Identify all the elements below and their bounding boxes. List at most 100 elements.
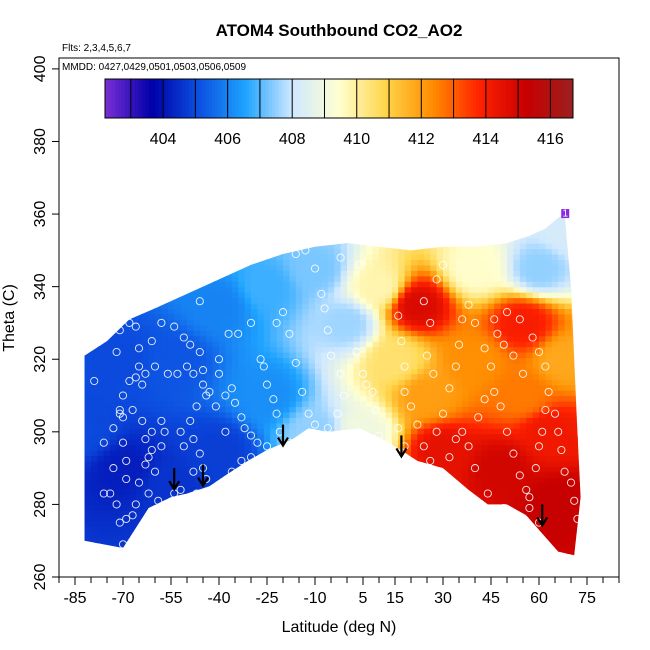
heatmap-cell [519, 308, 527, 315]
heatmap-cell [385, 526, 393, 533]
heatmap-cell [430, 509, 438, 516]
heatmap-cell [206, 439, 214, 446]
heatmap-cell [404, 384, 412, 391]
heatmap-cell [430, 559, 437, 565]
heatmap-cell [539, 237, 546, 244]
heatmap-cell [193, 531, 201, 538]
heatmap-cell [494, 488, 502, 495]
heatmap-cell [155, 482, 162, 489]
heatmap-cell [462, 324, 470, 331]
heatmap-cell [219, 379, 226, 386]
heatmap-cell [366, 559, 373, 565]
heatmap-cell [359, 324, 367, 331]
heatmap-cell [161, 237, 169, 244]
heatmap-cell [539, 553, 546, 556]
heatmap-cell [289, 428, 297, 435]
heatmap-cell [155, 275, 162, 282]
heatmap-cell [174, 547, 182, 555]
heatmap-cell [167, 400, 175, 408]
heatmap-cell [398, 515, 406, 522]
heatmap-cell [84, 400, 86, 408]
heatmap-cell [251, 243, 258, 250]
heatmap-cell [91, 335, 98, 342]
heatmap-cell [238, 259, 246, 266]
heatmap-cell [238, 275, 246, 282]
heatmap-cell [238, 509, 246, 516]
heatmap-cell [462, 559, 469, 565]
heatmap-cell [212, 330, 220, 337]
heatmap-cell [347, 520, 354, 527]
heatmap-cell [231, 433, 239, 440]
heatmap-cell [251, 422, 258, 429]
heatmap-cell [436, 547, 444, 555]
heatmap-cell [283, 253, 290, 261]
heatmap-cell [309, 564, 316, 570]
heatmap-cell [174, 471, 182, 478]
heatmap-cell [334, 531, 342, 538]
heatmap-cell [359, 537, 367, 544]
heatmap-cell [295, 504, 303, 511]
heatmap-cell [129, 482, 137, 489]
heatmap-cell [449, 509, 457, 516]
heatmap-cell [244, 297, 252, 304]
heatmap-cell [468, 422, 476, 429]
heatmap-cell [142, 232, 150, 239]
heatmap-cell [391, 214, 399, 217]
heatmap-cell [270, 281, 278, 288]
heatmap-cell [91, 531, 98, 538]
heatmap-cell [507, 509, 514, 516]
heatmap-cell [443, 444, 450, 451]
heatmap-cell [180, 292, 188, 299]
heatmap-cell [231, 390, 239, 397]
heatmap-cell [315, 253, 322, 261]
heatmap-cell [174, 477, 182, 484]
heatmap-cell [91, 237, 98, 244]
heatmap-cell [97, 379, 105, 386]
heatmap-cell [84, 482, 86, 489]
heatmap-cell [225, 406, 233, 413]
heatmap-cell [411, 384, 418, 391]
heatmap-cell [423, 509, 431, 516]
heatmap-cell [180, 417, 188, 424]
heatmap-cell [206, 308, 214, 315]
heatmap-cell [225, 417, 233, 424]
heatmap-cell [199, 379, 207, 386]
heatmap-cell [238, 428, 246, 435]
heatmap-cell [135, 335, 143, 342]
heatmap-cell [315, 259, 322, 266]
heatmap-cell [295, 232, 303, 239]
heatmap-cell [142, 379, 150, 386]
heatmap-cell [455, 417, 463, 424]
heatmap-cell [174, 341, 182, 348]
heatmap-cell [526, 455, 534, 462]
heatmap-cell [270, 379, 278, 386]
heatmap-cell [84, 531, 86, 538]
heatmap-cell [404, 270, 412, 277]
heatmap-cell [116, 221, 124, 228]
heatmap-cell [526, 482, 534, 489]
heatmap-cell [475, 406, 482, 413]
heatmap-cell [148, 259, 156, 266]
heatmap-cell [449, 243, 457, 250]
heatmap-cell [379, 406, 386, 413]
heatmap-cell [360, 559, 367, 565]
heatmap-cell [507, 488, 514, 495]
heatmap-cell [475, 509, 482, 516]
heatmap-cell [366, 214, 374, 217]
heatmap-cell [263, 400, 271, 408]
heatmap-cell [72, 336, 79, 342]
heatmap-cell [244, 319, 252, 326]
heatmap-cell [276, 509, 284, 516]
heatmap-cell [513, 221, 521, 228]
heatmap-cell [513, 335, 521, 342]
heatmap-cell [449, 417, 457, 424]
heatmap-cell [321, 477, 329, 484]
heatmap-cell [110, 488, 118, 495]
heatmap-cell [539, 313, 546, 320]
heatmap-cell [533, 205, 540, 211]
heatmap-cell [135, 221, 143, 228]
heatmap-cell [225, 221, 233, 228]
heatmap-cell [257, 297, 265, 304]
heatmap-cell [430, 433, 438, 440]
heatmap-cell [443, 482, 450, 489]
